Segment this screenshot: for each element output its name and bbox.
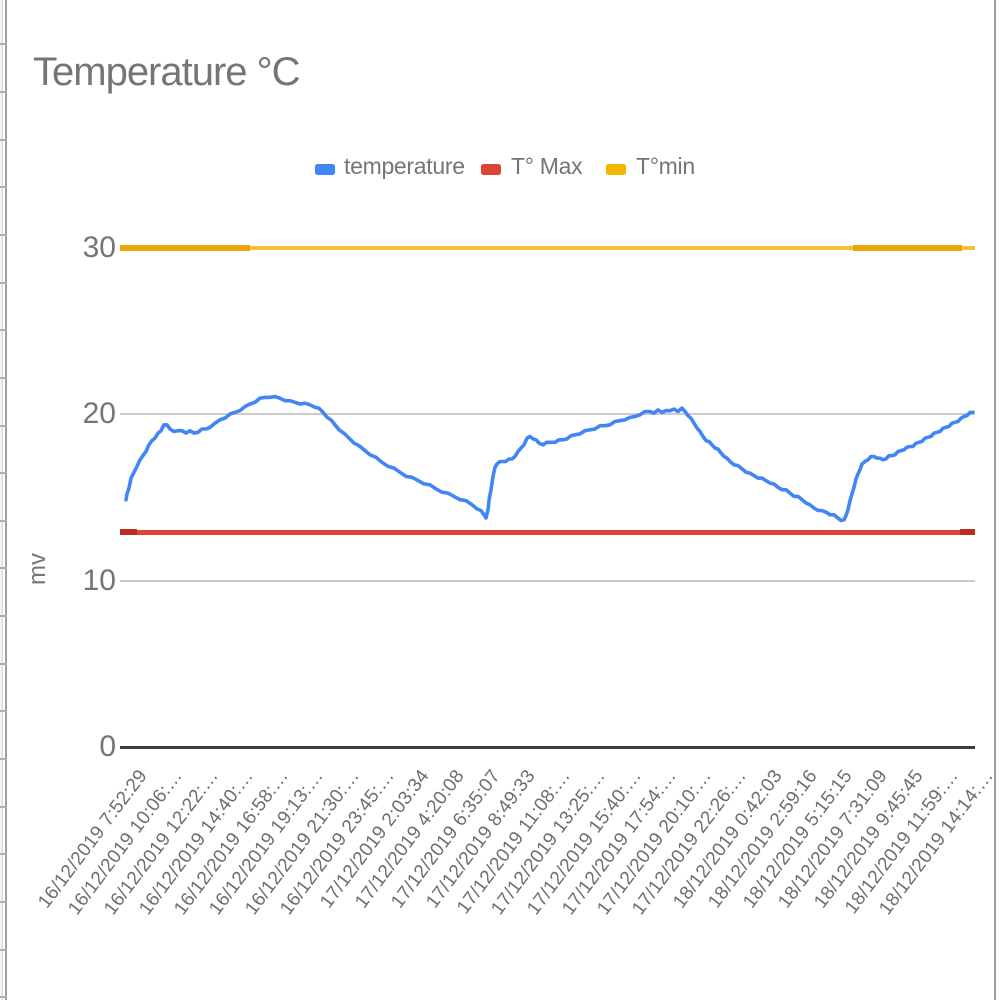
sheet-left-border: [5, 0, 7, 1000]
sheet-row-tick: [0, 90, 7, 93]
sheet-row-tick: [0, 710, 7, 713]
sheet-row-tick: [0, 758, 7, 761]
sheet-row-tick: [0, 567, 7, 570]
tmax-line-cap: [120, 528, 137, 535]
sheet-row-tick: [0, 948, 7, 951]
sheet-row-tick: [0, 901, 7, 903]
tmin-line-dark-segment: [853, 245, 962, 251]
gridline: [120, 413, 975, 415]
sheet-row-tick: [0, 138, 7, 141]
sheet-row-tick: [0, 662, 7, 665]
legend-swatch-icon: [606, 164, 626, 175]
sheet-right-border: [994, 0, 996, 1000]
y-axis-tick-label: 20: [82, 397, 116, 430]
tmax-line: [120, 529, 975, 535]
sheet-row-tick: [0, 472, 7, 475]
sheet-row-tick: [0, 329, 7, 332]
legend-swatch-icon: [481, 164, 501, 175]
sheet-row-tick: [0, 853, 7, 856]
sheet-left-border-thin: [2, 0, 3, 1000]
sheet-left-band: [0, 0, 2, 1000]
legend-label: temperature: [344, 153, 465, 179]
legend-swatch-icon: [315, 164, 335, 175]
sheet-row-tick: [0, 615, 7, 618]
temperature-polyline: [124, 394, 975, 523]
legend-label: T° Max: [511, 153, 583, 179]
sheet-row-tick: [0, 43, 7, 46]
sheet-row-tick: [0, 233, 7, 236]
tmin-line-dark-segment: [120, 245, 250, 251]
y-axis-tick-label: 30: [82, 230, 116, 264]
legend-label: T°min: [636, 153, 695, 179]
sheet-row-tick: [0, 424, 7, 427]
y-axis-tick-label: 10: [82, 563, 116, 597]
sheet-row-tick: [0, 376, 7, 379]
gridline: [120, 579, 975, 582]
sheet-row-tick: [0, 186, 7, 189]
sheet-row-tick: [0, 519, 7, 522]
chart-title: Temperature °C: [33, 50, 301, 94]
tmax-line-cap: [960, 528, 975, 535]
tmin-line: [120, 246, 975, 251]
sheet-row-tick: [0, 805, 7, 808]
y-axis-tick-label: 0: [99, 730, 116, 763]
sheet-row-tick: [0, 996, 7, 999]
sheet-row-tick: [0, 281, 7, 284]
x-axis-line: [120, 746, 975, 749]
